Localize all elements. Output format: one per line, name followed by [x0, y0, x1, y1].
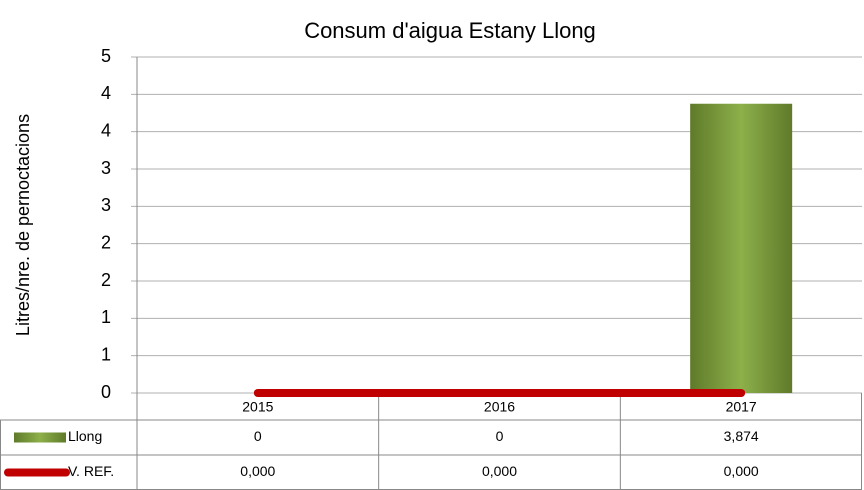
y-axis-title: Litres/nre. de pernoctacions	[13, 114, 33, 336]
x-tick-label: 2017	[726, 399, 757, 415]
y-tick-label: 1	[101, 307, 111, 327]
x-tick-label: 2015	[242, 399, 273, 415]
data-label: 0	[496, 428, 504, 444]
chart-title: Consum d'aigua Estany Llong	[304, 18, 596, 43]
data-label: 0,000	[240, 463, 275, 479]
legend-label: V. REF.	[68, 463, 114, 479]
data-label: 0	[254, 428, 262, 444]
y-tick-label: 3	[101, 195, 111, 215]
data-label: 0,000	[724, 463, 759, 479]
y-tick-label: 4	[101, 83, 111, 103]
y-tick-label: 2	[101, 232, 111, 252]
legend-swatch	[14, 432, 66, 443]
bar	[690, 103, 793, 393]
y-tick-label: 5	[101, 46, 111, 66]
data-label: 3,874	[724, 428, 759, 444]
y-tick-label: 3	[101, 158, 111, 178]
y-tick-label: 0	[101, 382, 111, 402]
y-tick-label: 2	[101, 270, 111, 290]
legend-label: Llong	[68, 428, 102, 444]
data-label: 0,000	[482, 463, 517, 479]
y-tick-label: 1	[101, 344, 111, 364]
x-tick-label: 2016	[484, 399, 515, 415]
y-tick-label: 4	[101, 120, 111, 140]
